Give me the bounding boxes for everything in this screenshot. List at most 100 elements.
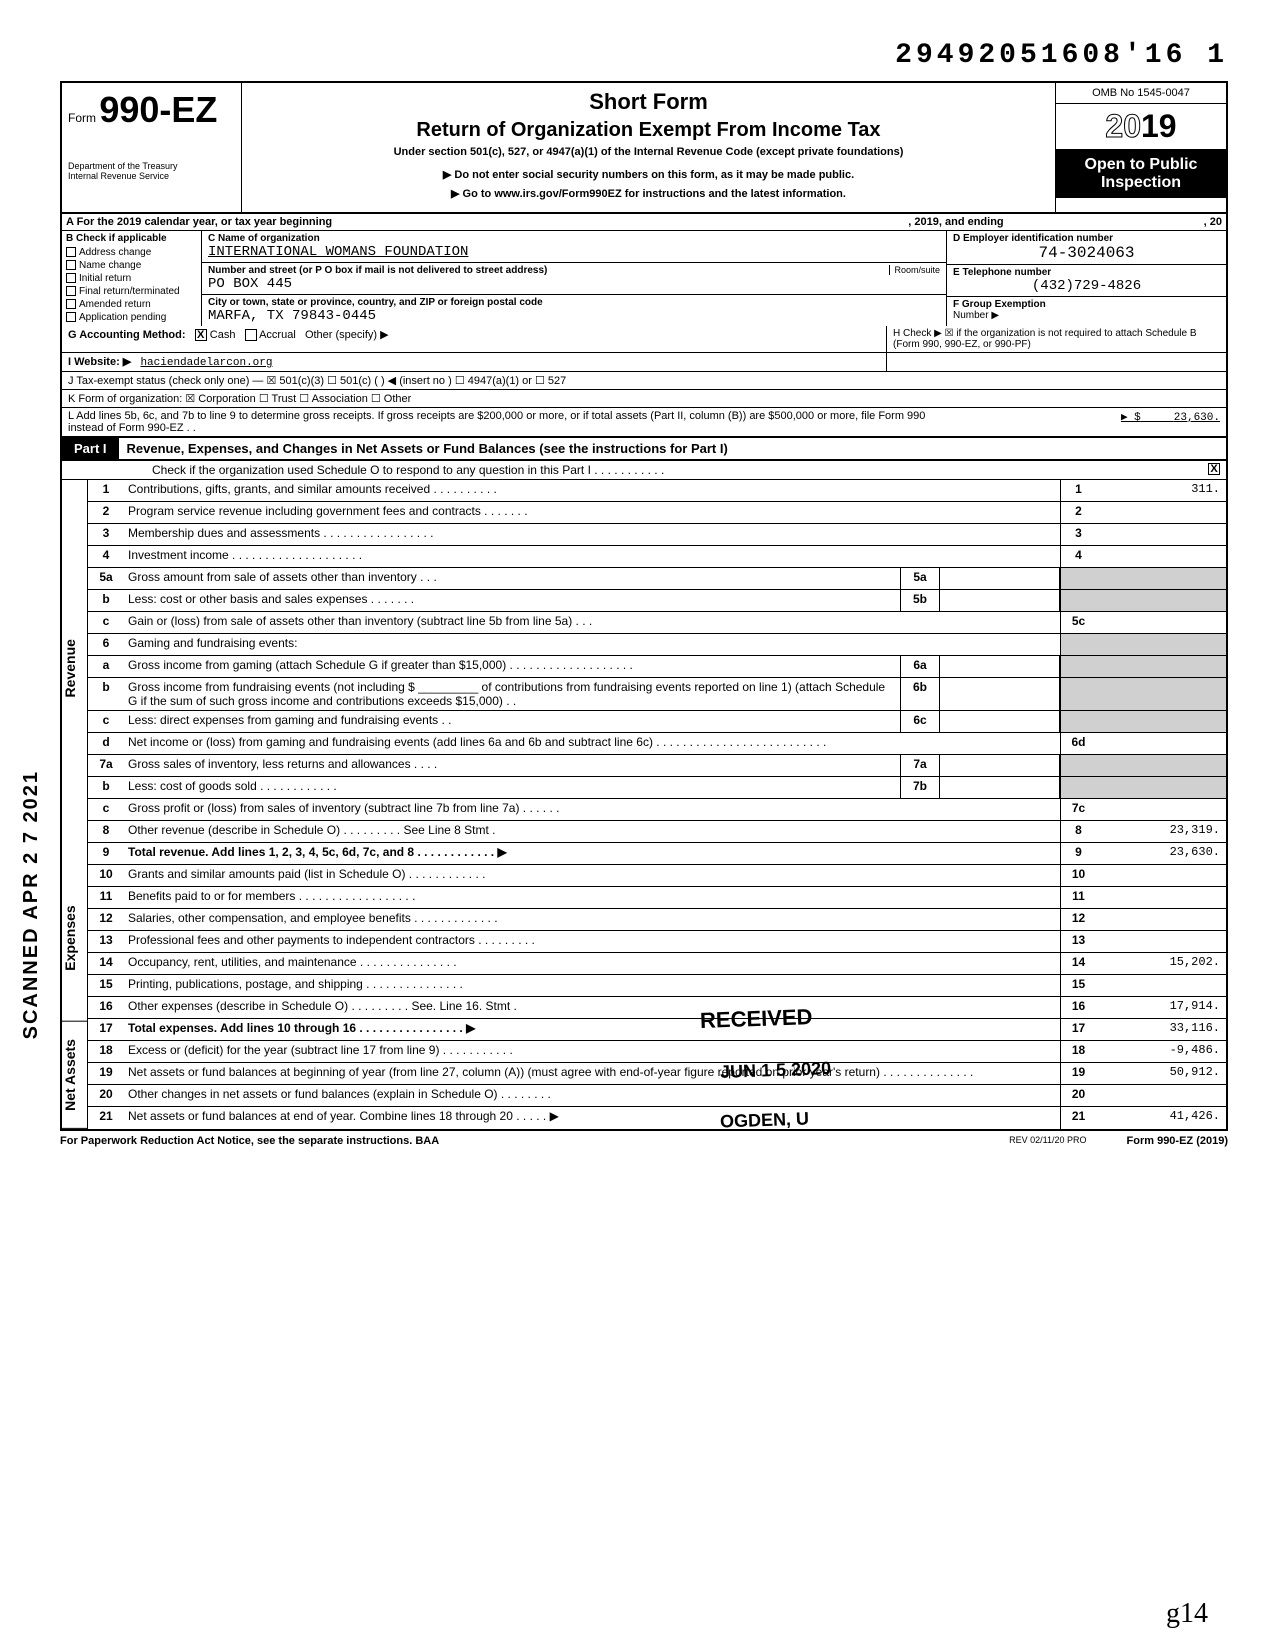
gross-receipts-amount: 23,630. <box>1174 412 1220 424</box>
line-16: 16Other expenses (describe in Schedule O… <box>88 997 1226 1019</box>
h-continued <box>886 353 1226 371</box>
line-d: dNet income or (loss) from gaming and fu… <box>88 733 1226 755</box>
line-number: 6 <box>88 634 124 655</box>
line-text: Gain or (loss) from sale of assets other… <box>124 612 1060 633</box>
line-15: 15Printing, publications, postage, and s… <box>88 975 1226 997</box>
row-k-org-form: K Form of organization: ☒ Corporation ☐ … <box>60 390 1228 408</box>
line-c: cGain or (loss) from sale of assets othe… <box>88 612 1226 634</box>
ein-cell: D Employer identification number 74-3024… <box>947 231 1226 265</box>
expenses-section-label: Expenses <box>62 856 87 1022</box>
right-line-number: 4 <box>1060 546 1096 567</box>
ein-label: D Employer identification number <box>953 233 1220 244</box>
revenue-section-label: Revenue <box>62 480 87 856</box>
row-a-taxyear: A For the 2019 calendar year, or tax yea… <box>60 214 1228 231</box>
line-number: 3 <box>88 524 124 545</box>
line-text: Excess or (deficit) for the year (subtra… <box>124 1041 1060 1062</box>
line-text: Investment income . . . . . . . . . . . … <box>124 546 1060 567</box>
right-line-value: 33,116. <box>1096 1019 1226 1040</box>
checkbox[interactable] <box>66 260 76 270</box>
line-b: bGross income from fundraising events (n… <box>88 678 1226 711</box>
check-row: Application pending <box>62 311 201 324</box>
phone-cell: E Telephone number (432)729-4826 <box>947 265 1226 297</box>
right-line-value <box>1096 546 1226 567</box>
checkbox-label: Name change <box>79 260 141 271</box>
checkbox[interactable] <box>66 273 76 283</box>
line-text: Printing, publications, postage, and shi… <box>124 975 1060 996</box>
line-number: c <box>88 711 124 732</box>
mid-line-value <box>940 755 1060 776</box>
header-middle-cell: Short Form Return of Organization Exempt… <box>242 83 1056 212</box>
line-text: Gross amount from sale of assets other t… <box>124 568 900 589</box>
omb-number: OMB No 1545-0047 <box>1056 83 1226 104</box>
row-l-arrow: ▶ $ 23,630. <box>1121 410 1220 434</box>
row-l-text: L Add lines 5b, 6c, and 7b to line 9 to … <box>68 410 948 434</box>
scanned-stamp: SCANNED APR 2 7 2021 <box>20 770 43 1039</box>
form-990ez: 990-EZ <box>99 89 217 130</box>
document-number: 29492051608'16 1 <box>60 40 1228 71</box>
right-line-number: 5c <box>1060 612 1096 633</box>
line-18: 18Excess or (deficit) for the year (subt… <box>88 1041 1226 1063</box>
checkbox[interactable] <box>66 247 76 257</box>
right-shaded <box>1060 568 1096 589</box>
line-17: 17Total expenses. Add lines 10 through 1… <box>88 1019 1226 1041</box>
cash-checkbox[interactable]: X <box>195 329 207 341</box>
right-line-value: -9,486. <box>1096 1041 1226 1062</box>
accrual-checkbox[interactable] <box>245 329 257 341</box>
line-3: 3Membership dues and assessments . . . .… <box>88 524 1226 546</box>
line-number: 9 <box>88 843 124 864</box>
check-row: Name change <box>62 259 201 272</box>
line-text: Total revenue. Add lines 1, 2, 3, 4, 5c,… <box>124 843 1060 864</box>
right-line-value <box>1096 931 1226 952</box>
right-line-number: 9 <box>1060 843 1096 864</box>
page-footer: For Paperwork Reduction Act Notice, see … <box>60 1131 1228 1151</box>
right-line-value <box>1096 502 1226 523</box>
line-11: 11Benefits paid to or for members . . . … <box>88 887 1226 909</box>
section-labels: Revenue Expenses Net Assets <box>62 480 88 1129</box>
right-line-number: 20 <box>1060 1085 1096 1106</box>
schedule-o-checkbox[interactable]: X <box>1208 463 1220 475</box>
row-i-website: I Website: ▶ haciendadelarcon.org <box>60 353 1228 372</box>
line-number: 21 <box>88 1107 124 1129</box>
line-text: Net assets or fund balances at end of ye… <box>124 1107 1060 1129</box>
handwritten-corner: g14 <box>1166 1598 1208 1630</box>
line-1: 1Contributions, gifts, grants, and simil… <box>88 480 1226 502</box>
col-c-org-info: C Name of organization INTERNATIONAL WOM… <box>202 231 946 326</box>
website-label: I Website: ▶ <box>68 356 131 368</box>
right-line-number: 3 <box>1060 524 1096 545</box>
line-13: 13Professional fees and other payments t… <box>88 931 1226 953</box>
part-1-label: Part I <box>62 438 119 459</box>
line-text: Gross income from gaming (attach Schedul… <box>124 656 900 677</box>
mid-line-value <box>940 711 1060 732</box>
row-g-h: G Accounting Method: X Cash Accrual Othe… <box>60 326 1228 353</box>
line-19: 19Net assets or fund balances at beginni… <box>88 1063 1226 1085</box>
checkbox[interactable] <box>66 312 76 322</box>
department-text: Department of the Treasury Internal Reve… <box>68 161 235 181</box>
check-row: Address change <box>62 246 201 259</box>
right-line-value <box>1096 524 1226 545</box>
line-5a: 5aGross amount from sale of assets other… <box>88 568 1226 590</box>
right-line-value: 17,914. <box>1096 997 1226 1018</box>
line-text: Other changes in net assets or fund bala… <box>124 1085 1060 1106</box>
mid-line-value <box>940 656 1060 677</box>
mid-line-number: 5b <box>900 590 940 611</box>
right-shaded <box>1060 590 1096 611</box>
line-text: Benefits paid to or for members . . . . … <box>124 887 1060 908</box>
line-number: 12 <box>88 909 124 930</box>
checkbox[interactable] <box>66 286 76 296</box>
checkbox[interactable] <box>66 299 76 309</box>
header-left-cell: Form 990-EZ Department of the Treasury I… <box>62 83 242 212</box>
h-schedule-b: H Check ▶ ☒ if the organization is not r… <box>886 326 1226 352</box>
room-suite-label: Room/suite <box>889 265 940 275</box>
ein-value: 74-3024063 <box>953 244 1220 262</box>
lines-container: 1Contributions, gifts, grants, and simil… <box>88 480 1226 1129</box>
line-text: Salaries, other compensation, and employ… <box>124 909 1060 930</box>
schedule-o-check: Check if the organization used Schedule … <box>60 461 1228 480</box>
line-b: bLess: cost or other basis and sales exp… <box>88 590 1226 612</box>
ogden-stamp: OGDEN, U <box>720 1108 810 1132</box>
row-a-right: , 20 <box>1204 216 1222 228</box>
right-line-number: 8 <box>1060 821 1096 842</box>
right-line-number: 21 <box>1060 1107 1096 1129</box>
right-line-number: 14 <box>1060 953 1096 974</box>
line-text: Total expenses. Add lines 10 through 16 … <box>124 1019 1060 1040</box>
city-cell: City or town, state or province, country… <box>202 295 946 326</box>
